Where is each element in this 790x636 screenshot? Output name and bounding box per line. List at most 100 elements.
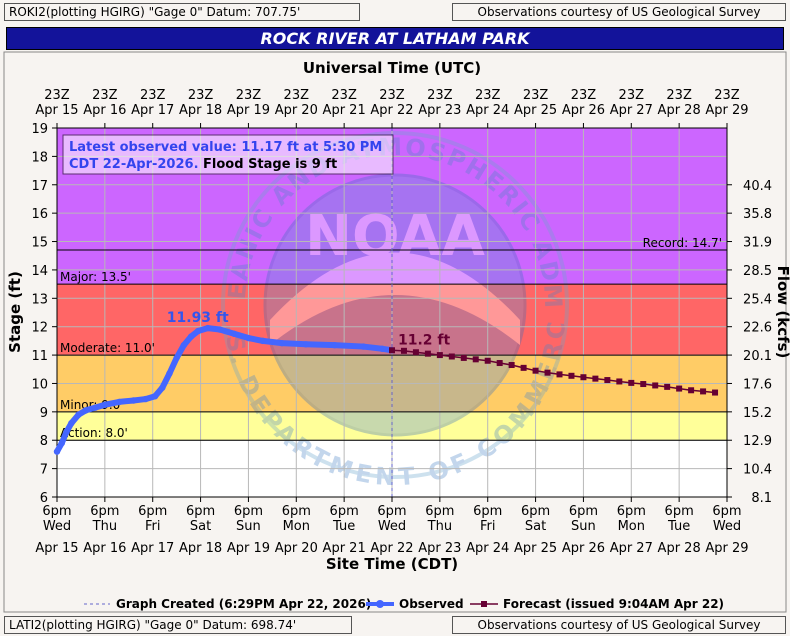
chart-legend: Graph Created (6:29PM Apr 22, 2026) Obser… <box>84 597 724 611</box>
x-tick-day-4: Sun <box>236 519 261 534</box>
top-tick-utc-2: 23Z <box>140 88 166 103</box>
y-tick-label-2: 8 <box>40 434 48 449</box>
gage-datum-label-bottom: LATI2(plotting HGIRG) "Gage 0" Datum: 69… <box>4 616 352 634</box>
x-tick-day-12: Mon <box>618 519 645 534</box>
y-tick-label-5: 11 <box>31 349 48 364</box>
forecast-point-20 <box>628 379 635 386</box>
observed-point-24 <box>302 341 310 348</box>
y-tick-label-8: 14 <box>31 264 48 279</box>
x-tick-date-10: Apr 25 <box>514 541 557 556</box>
forecast-point-1 <box>400 347 407 354</box>
top-tick-utc-0: 23Z <box>44 88 70 103</box>
x-tick-day-8: Thu <box>427 519 452 534</box>
forecast-point-0 <box>389 347 395 354</box>
chart-title: ROCK RIVER AT LATHAM PARK <box>6 27 784 50</box>
x-tick-time-5: 6pm <box>282 504 311 519</box>
x-tick-date-4: Apr 19 <box>227 541 270 556</box>
x-tick-day-14: Wed <box>713 519 741 534</box>
forecast-point-11 <box>520 364 527 371</box>
legend-forecast-marker <box>481 601 487 607</box>
top-tick-utc-8: 23Z <box>427 88 453 103</box>
y-axis-title: Stage (ft) <box>6 271 24 353</box>
forecast-point-16 <box>580 374 587 381</box>
observed-point-17 <box>194 327 202 335</box>
x-tick-time-7: 6pm <box>377 504 406 519</box>
watermark-inner-disc <box>263 173 527 437</box>
x-tick-time-14: 6pm <box>712 504 741 519</box>
top-tick-date-14: Apr 29 <box>705 103 748 118</box>
legend-observed-marker <box>376 600 384 608</box>
y2-tick-label-10: 35.8 <box>743 207 772 222</box>
observed-point-20 <box>230 330 238 337</box>
top-tick-date-10: Apr 25 <box>514 103 557 118</box>
forecast-point-10 <box>508 362 515 369</box>
legend-forecast-label: Forecast (issued 9:04AM Apr 22) <box>503 597 724 611</box>
forecast-point-15 <box>568 372 575 379</box>
forecast-value-label: 11.2 ft <box>398 332 451 348</box>
x-tick-date-13: Apr 28 <box>658 541 701 556</box>
top-tick-date-6: Apr 21 <box>323 103 366 118</box>
observed-point-3 <box>68 420 75 427</box>
top-tick-date-9: Apr 24 <box>466 103 509 118</box>
y2-tick-label-5: 20.1 <box>743 349 772 364</box>
y-tick-label-9: 15 <box>31 236 48 251</box>
forecast-point-24 <box>676 385 683 392</box>
x-tick-date-9: Apr 24 <box>466 541 509 556</box>
x-tick-day-0: Wed <box>43 519 71 534</box>
x-tick-time-8: 6pm <box>425 504 454 519</box>
forecast-point-19 <box>616 378 623 385</box>
top-tick-date-1: Apr 16 <box>83 103 126 118</box>
forecast-point-4 <box>436 352 443 359</box>
watermark-outer-ring <box>221 131 569 479</box>
observed-point-23 <box>278 339 286 347</box>
x-tick-day-9: Fri <box>480 519 496 534</box>
observed-point-11 <box>151 393 159 400</box>
x-tick-date-1: Apr 16 <box>83 541 126 556</box>
x-tick-time-12: 6pm <box>617 504 646 519</box>
x-tick-time-1: 6pm <box>90 504 119 519</box>
x-tick-day-7: Wed <box>378 519 406 534</box>
x-tick-time-9: 6pm <box>473 504 502 519</box>
top-tick-utc-10: 23Z <box>523 88 549 103</box>
observed-point-1 <box>58 439 65 447</box>
observed-point-19 <box>216 326 223 333</box>
y2-tick-label-9: 31.9 <box>743 236 772 251</box>
top-tick-utc-4: 23Z <box>236 88 262 103</box>
top-tick-date-3: Apr 18 <box>179 103 222 118</box>
observed-point-5 <box>82 407 89 414</box>
forecast-point-17 <box>592 375 599 382</box>
y-tick-label-6: 12 <box>31 321 48 336</box>
observed-point-15 <box>180 341 188 349</box>
observed-point-21 <box>245 334 252 342</box>
x-tick-day-6: Tue <box>332 519 355 534</box>
observed-point-26 <box>360 343 367 350</box>
forecast-point-12 <box>532 367 539 374</box>
top-tick-date-0: Apr 15 <box>35 103 78 118</box>
chart-outer-frame <box>3 51 787 613</box>
x-tick-date-7: Apr 22 <box>370 541 413 556</box>
y2-tick-label-11: 40.4 <box>743 179 772 194</box>
x-tick-day-13: Tue <box>667 519 690 534</box>
top-tick-utc-3: 23Z <box>188 88 214 103</box>
y2-tick-label-8: 28.5 <box>743 264 772 279</box>
x-tick-time-13: 6pm <box>665 504 694 519</box>
forecast-point-25 <box>688 387 695 394</box>
observed-point-0 <box>53 448 61 455</box>
forecast-point-26 <box>700 388 707 395</box>
y-tick-label-13: 19 <box>31 122 48 137</box>
threshold-label-3: Major: 13.5' <box>60 270 131 284</box>
top-tick-date-12: Apr 27 <box>610 103 653 118</box>
y2-axis-title: Flow (kcfs) <box>774 266 790 359</box>
legend-created-label: Graph Created (6:29PM Apr 22, 2026) <box>116 597 371 611</box>
forecast-point-2 <box>412 349 419 356</box>
source-credit-top: Observations courtesy of US Geological S… <box>452 3 786 21</box>
observed-point-6 <box>92 404 99 411</box>
top-tick-date-8: Apr 23 <box>418 103 461 118</box>
observed-point-4 <box>75 411 82 418</box>
top-tick-utc-12: 23Z <box>619 88 645 103</box>
observed-point-13 <box>166 370 173 377</box>
forecast-point-5 <box>448 353 455 360</box>
forecast-point-3 <box>424 350 431 357</box>
forecast-point-27 <box>712 389 719 396</box>
x-tick-date-2: Apr 17 <box>131 541 174 556</box>
